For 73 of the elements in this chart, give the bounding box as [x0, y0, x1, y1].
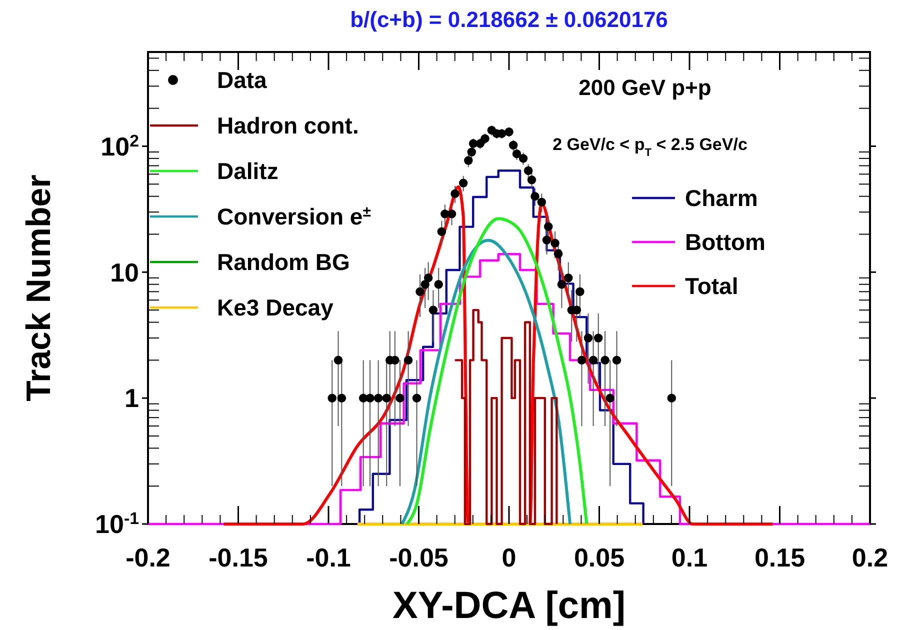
- legend-label: Dalitz: [217, 158, 278, 184]
- point: [420, 280, 430, 289]
- point: [412, 394, 422, 402]
- point: [396, 394, 404, 402]
- legend-label: Conversion e$^{±}$: [217, 203, 371, 230]
- point: [480, 134, 490, 143]
- legend-label: Bottom: [685, 229, 766, 255]
- point: [416, 287, 424, 296]
- point: [334, 356, 343, 365]
- y-tick-label: 10$^{2}$: [100, 130, 139, 162]
- point: [584, 334, 593, 342]
- y-tick-label: 1: [124, 383, 139, 414]
- point: [328, 394, 336, 402]
- legend-label: Charm: [685, 185, 758, 211]
- point: [667, 394, 676, 402]
- point: [518, 154, 528, 163]
- point: [612, 356, 622, 365]
- line-series: [406, 217, 588, 526]
- legend-label: Data: [217, 67, 268, 93]
- point: [564, 274, 573, 282]
- y-tick-label: 10: [110, 257, 139, 288]
- point: [374, 394, 383, 402]
- point: [447, 210, 456, 218]
- point: [437, 227, 446, 236]
- annotation: 2 GeV/c < p$_{T}$ < 2.5 GeV/c: [552, 135, 748, 159]
- x-tick-label: -0.2: [126, 542, 170, 572]
- y-axis-title: Track Number: [20, 174, 58, 402]
- legend-label: Ke3 Decay: [217, 294, 334, 320]
- point: [576, 287, 584, 296]
- x-tick-label: -0.15: [208, 542, 268, 572]
- point: [382, 394, 391, 402]
- point: [434, 280, 443, 289]
- point: [594, 334, 603, 342]
- x-tick-label: 0: [502, 542, 516, 572]
- point: [550, 238, 560, 248]
- x-tick-label: 0.05: [574, 542, 625, 572]
- x-tick-label: -0.1: [306, 542, 351, 572]
- y-tick-label: 10$^{-1}$: [95, 508, 139, 540]
- annotation: 200 GeV p+p: [578, 75, 712, 100]
- point: [554, 249, 563, 258]
- point: [464, 156, 473, 165]
- point: [428, 306, 438, 314]
- point: [524, 166, 533, 175]
- point: [450, 189, 460, 198]
- point: [606, 394, 614, 402]
- point: [504, 128, 514, 136]
- x-axis-title: XY-DCA [cm]: [392, 585, 626, 627]
- legend-label: Hadron cont.: [217, 112, 359, 138]
- point: [404, 356, 413, 365]
- point: [458, 178, 468, 188]
- legend-label: Total: [685, 273, 738, 299]
- point: [467, 148, 476, 156]
- point: [557, 280, 566, 289]
- x-tick-label: 0.15: [754, 542, 806, 572]
- point: [366, 394, 374, 402]
- point: [512, 149, 522, 158]
- point: [508, 140, 518, 150]
- chart-title: b/(c+b) = 0.218662 ± 0.0620176: [350, 7, 668, 32]
- point: [577, 356, 586, 365]
- line-series: [400, 238, 572, 526]
- point: [530, 192, 540, 201]
- point: [600, 356, 610, 365]
- point: [588, 356, 598, 365]
- point: [537, 198, 546, 206]
- point: [542, 236, 552, 244]
- point: [424, 274, 433, 282]
- point: [527, 176, 536, 184]
- point: [337, 394, 346, 402]
- x-tick-label: -0.05: [389, 542, 448, 572]
- x-tick-label: 0.2: [852, 542, 888, 572]
- point: [544, 222, 553, 231]
- x-tick-label: 0.1: [671, 542, 708, 572]
- legend-label: Random BG: [217, 249, 350, 275]
